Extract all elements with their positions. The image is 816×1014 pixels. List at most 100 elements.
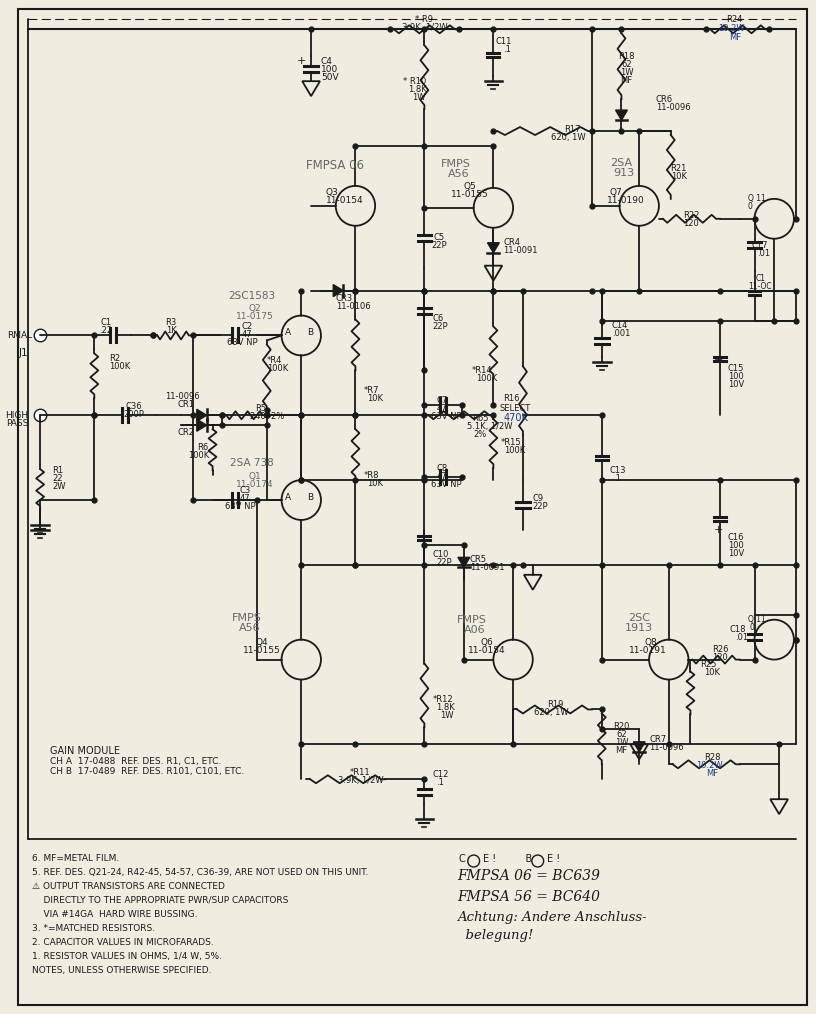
- Text: 2SA: 2SA: [610, 158, 632, 168]
- Text: 100K: 100K: [188, 450, 210, 459]
- Text: 47: 47: [242, 330, 252, 339]
- Text: 63V NP: 63V NP: [225, 502, 255, 510]
- Text: A56: A56: [448, 169, 470, 178]
- Text: Q4: Q4: [255, 638, 268, 647]
- Text: Q5: Q5: [463, 183, 476, 192]
- Text: 2W: 2W: [52, 482, 65, 491]
- Text: CH A  17-0488  REF. DES. R1, C1, ETC.: CH A 17-0488 REF. DES. R1, C1, ETC.: [50, 756, 221, 766]
- Text: 100: 100: [321, 65, 338, 74]
- Text: *R14: *R14: [472, 366, 492, 375]
- Text: 1. RESISTOR VALUES IN OHMS, 1/4 W, 5%.: 1. RESISTOR VALUES IN OHMS, 1/4 W, 5%.: [33, 952, 222, 961]
- Text: 120: 120: [684, 219, 699, 228]
- Text: MF: MF: [706, 769, 718, 778]
- Text: R26: R26: [712, 645, 729, 654]
- Text: R21: R21: [671, 164, 687, 173]
- Text: Q 11: Q 11: [747, 615, 765, 625]
- Text: 11-OC: 11-OC: [748, 282, 772, 291]
- Text: GAIN MODULE: GAIN MODULE: [50, 746, 120, 756]
- Text: * R10: * R10: [403, 77, 426, 85]
- Text: PASS: PASS: [6, 419, 29, 428]
- Text: R22: R22: [684, 211, 700, 220]
- Text: NOTES, UNLESS OTHERWISE SPECIFIED.: NOTES, UNLESS OTHERWISE SPECIFIED.: [33, 965, 211, 974]
- Text: MF: MF: [615, 746, 628, 754]
- Text: CR5: CR5: [470, 556, 486, 565]
- Text: C16: C16: [728, 533, 744, 542]
- Text: 100K: 100K: [267, 364, 288, 373]
- Text: +: +: [296, 56, 306, 66]
- Text: 2. CAPACITOR VALUES IN MICROFARADS.: 2. CAPACITOR VALUES IN MICROFARADS.: [33, 938, 214, 947]
- Text: * R9: * R9: [415, 15, 433, 24]
- Text: 10K: 10K: [367, 393, 384, 403]
- Text: .01: .01: [735, 633, 748, 642]
- Text: *R8: *R8: [363, 470, 379, 480]
- Text: C18: C18: [730, 626, 746, 634]
- Text: 100: 100: [728, 541, 743, 551]
- Text: C: C: [459, 854, 466, 864]
- Text: DIRECTLY TO THE APPROPRIATE PWR/SUP CAPACITORS: DIRECTLY TO THE APPROPRIATE PWR/SUP CAPA…: [33, 896, 289, 904]
- Text: R1: R1: [52, 465, 63, 475]
- Text: A56: A56: [239, 623, 261, 633]
- Text: belegung!: belegung!: [457, 929, 534, 942]
- Text: E !: E !: [547, 854, 560, 864]
- Text: SELECT: SELECT: [499, 404, 530, 413]
- Text: 63V NP: 63V NP: [432, 480, 462, 489]
- Text: E !: E !: [482, 854, 495, 864]
- Text: *R12: *R12: [432, 695, 453, 704]
- Text: R2: R2: [109, 354, 120, 363]
- Text: 0: 0: [747, 203, 752, 211]
- Text: B: B: [513, 854, 532, 864]
- Polygon shape: [615, 111, 628, 120]
- Text: R24: R24: [726, 15, 743, 24]
- Text: Achtung: Andere Anschluss-: Achtung: Andere Anschluss-: [457, 912, 646, 925]
- Text: 11-0096: 11-0096: [656, 102, 690, 112]
- Text: 11-0154: 11-0154: [326, 197, 363, 206]
- Text: J1: J1: [19, 349, 29, 358]
- Text: C13: C13: [610, 465, 626, 475]
- Text: 10.2W: 10.2W: [696, 760, 722, 770]
- Polygon shape: [487, 242, 499, 252]
- Text: 22P: 22P: [432, 241, 447, 250]
- Text: *R15: *R15: [500, 438, 521, 447]
- Text: .001: .001: [612, 329, 630, 338]
- Text: FMPSA 56 = BC640: FMPSA 56 = BC640: [457, 890, 600, 903]
- Text: 3.9K, 1/2W: 3.9K, 1/2W: [401, 23, 447, 31]
- Text: RMAL: RMAL: [7, 331, 33, 340]
- Text: FMPSA 06: FMPSA 06: [306, 159, 364, 172]
- Text: 2SA 738: 2SA 738: [230, 458, 274, 468]
- Text: Q8: Q8: [645, 638, 658, 647]
- Text: +: +: [713, 355, 723, 365]
- Text: 62: 62: [621, 60, 632, 69]
- Text: 47: 47: [437, 404, 447, 413]
- Polygon shape: [197, 410, 206, 421]
- Text: FMPSA 06 = BC639: FMPSA 06 = BC639: [457, 869, 600, 883]
- Text: 22P: 22P: [432, 322, 448, 331]
- Text: 1.8K: 1.8K: [437, 703, 455, 712]
- Text: 22P: 22P: [437, 559, 452, 568]
- Text: HIGH: HIGH: [5, 411, 29, 420]
- Text: 11-0155: 11-0155: [451, 191, 489, 200]
- Text: A06: A06: [463, 625, 486, 635]
- Text: +: +: [713, 525, 723, 535]
- Text: 913: 913: [613, 168, 634, 177]
- Text: CR3: CR3: [335, 294, 353, 303]
- Text: C11: C11: [495, 37, 512, 46]
- Text: C14: C14: [612, 321, 628, 330]
- Text: C2: C2: [242, 322, 253, 331]
- Text: FMPS: FMPS: [232, 612, 262, 623]
- Text: 120: 120: [712, 653, 728, 662]
- Polygon shape: [633, 742, 645, 751]
- Text: CH B  17-0489  REF. DES. R101, C101, ETC.: CH B 17-0489 REF. DES. R101, C101, ETC.: [50, 767, 244, 776]
- Text: C9: C9: [533, 494, 544, 503]
- Text: *R7: *R7: [363, 385, 379, 394]
- Text: 1W: 1W: [614, 738, 628, 747]
- Text: .22: .22: [100, 325, 113, 335]
- Text: Q2: Q2: [249, 304, 261, 313]
- Text: 2%: 2%: [473, 430, 487, 439]
- Text: 470K: 470K: [503, 414, 528, 423]
- Text: 10V: 10V: [728, 380, 744, 388]
- Text: Q3: Q3: [326, 189, 339, 198]
- Text: 0: 0: [750, 624, 755, 632]
- Text: C1: C1: [100, 318, 112, 327]
- Text: C6: C6: [432, 314, 444, 323]
- Text: 10.2W: 10.2W: [719, 23, 745, 32]
